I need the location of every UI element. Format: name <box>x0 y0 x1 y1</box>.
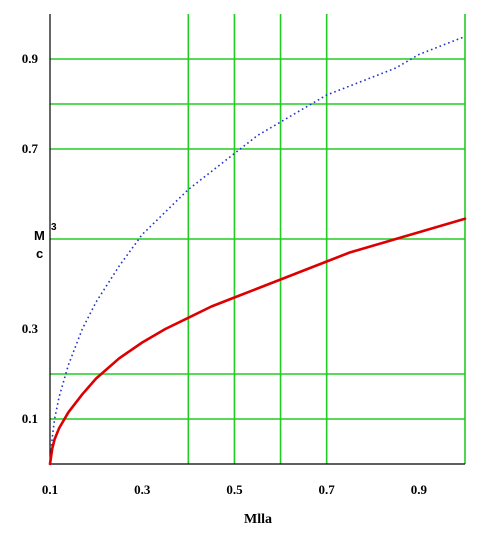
y-axis-label-top: M <box>34 228 45 243</box>
x-tick-label-4: 0.9 <box>411 482 428 497</box>
x-tick-label-3: 0.7 <box>319 482 336 497</box>
gridlines <box>50 14 466 464</box>
y-tick-label-2: 0.7 <box>22 141 39 156</box>
x-axis-label: Mlla <box>244 512 272 527</box>
series-line-0 <box>49 35 466 465</box>
y-tick-labels: 0.1 0.3 0.7 0.9 <box>22 51 39 426</box>
y-tick-label-0: 0.1 <box>22 411 38 426</box>
axes-frame <box>49 14 465 465</box>
y-tick-label-1: 0.3 <box>22 321 39 336</box>
x-tick-label-1: 0.3 <box>134 482 151 497</box>
series-group <box>48 35 467 466</box>
x-tick-labels: 0.1 0.3 0.5 0.7 0.9 <box>42 482 428 497</box>
x-tick-label-0: 0.1 <box>42 482 58 497</box>
y-axis-label-superscript: 3 <box>51 222 57 233</box>
y-axis-label-bottom: c <box>36 246 43 261</box>
x-tick-label-2: 0.5 <box>226 482 243 497</box>
y-tick-label-3: 0.9 <box>22 51 39 66</box>
series-line-1 <box>48 217 467 466</box>
